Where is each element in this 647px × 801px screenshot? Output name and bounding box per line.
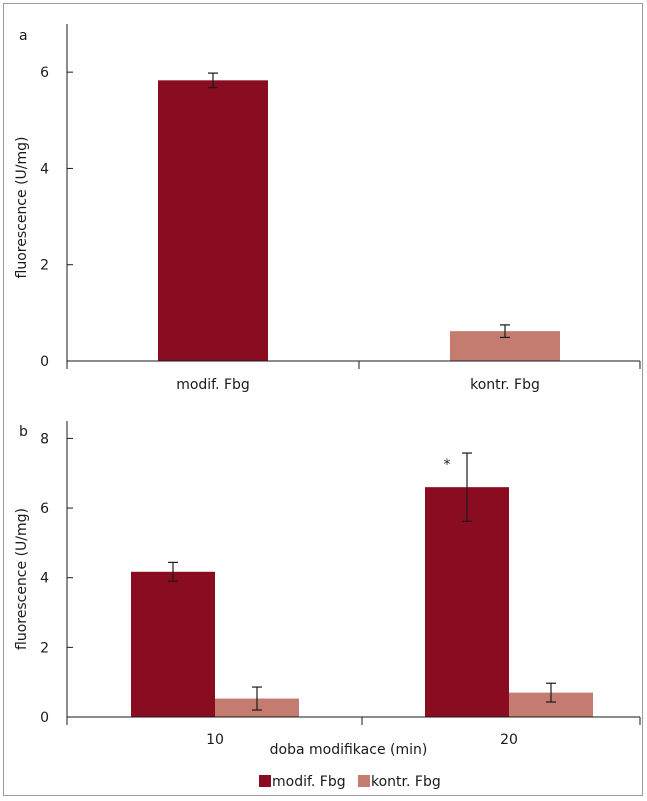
panel-a-error-bar — [500, 324, 510, 339]
legend-swatch-kontr — [358, 775, 370, 787]
panel-b: b fluorescence (U/mg) 0 2 4 6 8 * 10 20 doba … — [14, 421, 641, 758]
y-tick-label: 2 — [40, 640, 49, 656]
panel-b-error-bar — [168, 561, 178, 582]
panel-a-y-ticks: 0 2 4 6 — [40, 65, 73, 370]
panel-a: a fluorescence (U/mg) 0 2 4 6 modif. Fbg kon… — [14, 24, 641, 393]
panel-b-y-ticks: 0 2 4 6 8 — [40, 431, 73, 726]
panel-b-error-bar — [252, 686, 262, 711]
panel-a-y-axis-label: fluorescence (U/mg) — [14, 137, 30, 279]
panel-b-axes — [66, 421, 641, 725]
y-tick-label: 4 — [40, 571, 49, 587]
legend-label: modif. Fbg — [272, 774, 346, 790]
panel-a-bars — [158, 72, 560, 361]
panel-b-x-tick-label: 20 — [500, 732, 518, 748]
panel-b-y-axis-label: fluorescence (U/mg) — [14, 508, 30, 650]
panel-b-x-axis-label: doba modifikace (min) — [270, 742, 428, 758]
panel-b-error-bar — [462, 452, 472, 522]
panel-b-bar-modif-10 — [131, 571, 215, 717]
panel-b-bars: * — [131, 452, 593, 717]
panel-b-label: b — [19, 424, 28, 440]
figure-frame: a fluorescence (U/mg) 0 2 4 6 modif. Fbg kon… — [3, 3, 643, 796]
y-tick-label: 8 — [40, 431, 49, 447]
panel-b-error-bar — [546, 682, 556, 703]
y-tick-label: 0 — [40, 354, 49, 370]
panel-a-x-tick-label: kontr. Fbg — [470, 377, 540, 393]
y-tick-label: 4 — [40, 161, 49, 177]
panel-a-axes — [66, 24, 641, 369]
legend: modif. Fbg kontr. Fbg — [259, 774, 441, 790]
y-tick-label: 0 — [40, 710, 49, 726]
panel-a-bar-modif — [158, 80, 268, 361]
y-tick-label: 6 — [40, 501, 49, 517]
legend-label: kontr. Fbg — [371, 774, 441, 790]
panel-b-x-ticks: 10 20 — [206, 732, 518, 748]
legend-swatch-modif — [259, 775, 271, 787]
figure-canvas: a fluorescence (U/mg) 0 2 4 6 modif. Fbg kon… — [14, 24, 641, 790]
panel-b-x-tick-label: 10 — [206, 732, 224, 748]
y-tick-label: 6 — [40, 65, 49, 81]
y-tick-label: 2 — [40, 258, 49, 274]
panel-a-error-bar — [208, 72, 218, 89]
panel-a-x-ticks: modif. Fbg kontr. Fbg — [176, 377, 540, 393]
panel-a-x-tick-label: modif. Fbg — [176, 377, 250, 393]
significance-asterisk: * — [444, 457, 451, 473]
panel-a-label: a — [19, 28, 28, 44]
panel-b-bar-modif-20 — [425, 487, 509, 717]
